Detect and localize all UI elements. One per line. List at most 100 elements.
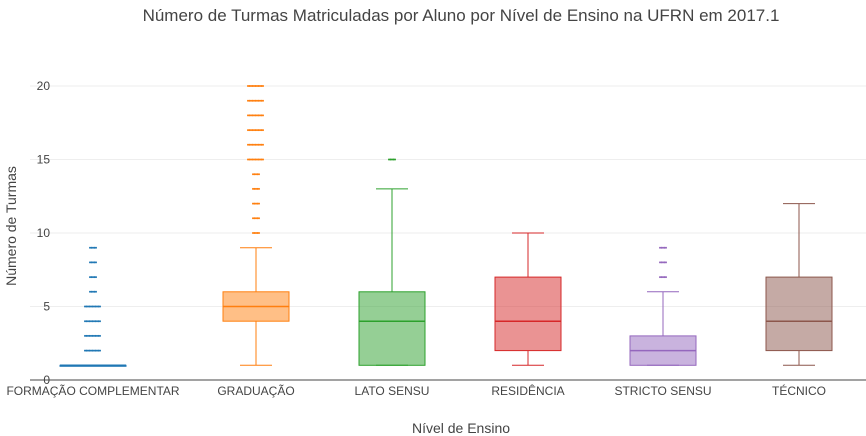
outlier-point bbox=[259, 85, 261, 87]
outlier-point bbox=[392, 158, 395, 161]
outlier-point bbox=[663, 261, 666, 264]
outlier-point bbox=[92, 246, 94, 249]
outlier-point bbox=[659, 261, 661, 264]
outlier-point bbox=[93, 320, 95, 323]
outlier-point bbox=[248, 85, 251, 87]
outlier-point bbox=[97, 349, 100, 352]
outlier-point bbox=[662, 276, 664, 279]
outlier-point bbox=[258, 202, 260, 205]
outlier-point bbox=[659, 276, 661, 279]
outlier-point bbox=[85, 334, 88, 337]
outlier-point bbox=[85, 349, 88, 352]
outlier-point bbox=[96, 320, 98, 323]
outlier-point bbox=[257, 158, 260, 161]
outlier-point bbox=[247, 143, 249, 146]
x-tick-label: LATO SENSU bbox=[355, 384, 430, 398]
outlier-point bbox=[259, 99, 261, 102]
outlier-point bbox=[254, 158, 257, 161]
outlier-point bbox=[91, 305, 94, 308]
outlier-point bbox=[99, 320, 101, 323]
outlier-point bbox=[257, 85, 260, 87]
outlier-point bbox=[262, 129, 264, 132]
outlier-point bbox=[93, 246, 96, 249]
outlier-point bbox=[259, 158, 261, 161]
outlier-point bbox=[90, 349, 92, 352]
outlier-point bbox=[89, 290, 91, 293]
outlier-point bbox=[85, 320, 88, 323]
outlier-point bbox=[255, 232, 257, 234]
outlier-point bbox=[248, 129, 251, 132]
y-tick-label: 15 bbox=[37, 153, 51, 167]
outlier-point bbox=[93, 290, 96, 293]
outlier-point bbox=[84, 349, 86, 352]
outlier-point bbox=[255, 187, 257, 190]
x-axis-label: Nível de Ensino bbox=[412, 420, 510, 436]
outlier-point bbox=[251, 85, 254, 87]
outlier-point bbox=[91, 320, 94, 323]
outlier-point bbox=[93, 261, 96, 264]
outlier-point bbox=[251, 143, 254, 146]
outlier-point bbox=[247, 158, 249, 161]
chart-title: Número de Turmas Matriculadas por Aluno … bbox=[143, 6, 780, 25]
outlier-point bbox=[248, 158, 251, 161]
outlier-point bbox=[247, 85, 249, 87]
outlier-point bbox=[248, 99, 251, 102]
outlier-point bbox=[259, 129, 261, 132]
box-iqr bbox=[765, 276, 833, 352]
outlier-point bbox=[90, 246, 93, 249]
outlier-point bbox=[257, 143, 260, 146]
outlier-point bbox=[99, 305, 101, 308]
outlier-point bbox=[259, 114, 261, 117]
box-0 bbox=[59, 246, 127, 367]
outlier-point bbox=[91, 334, 94, 337]
outlier-point bbox=[97, 320, 100, 323]
y-tick-label: 5 bbox=[43, 300, 50, 314]
outlier-point bbox=[258, 217, 260, 220]
outlier-point bbox=[90, 261, 93, 264]
outlier-point bbox=[257, 129, 260, 132]
outlier-point bbox=[251, 129, 254, 132]
outlier-point bbox=[262, 143, 264, 146]
outlier-point bbox=[660, 276, 663, 279]
outlier-point bbox=[256, 158, 258, 161]
boxes-layer bbox=[59, 85, 833, 367]
outlier-point bbox=[256, 129, 258, 132]
outlier-point bbox=[97, 305, 100, 308]
outlier-point bbox=[94, 349, 97, 352]
outlier-point bbox=[663, 276, 666, 279]
outlier-point bbox=[253, 158, 255, 161]
outlier-point bbox=[662, 261, 664, 264]
outlier-point bbox=[88, 349, 91, 352]
outlier-point bbox=[248, 143, 251, 146]
outlier-point bbox=[90, 334, 92, 337]
outlier-point bbox=[252, 217, 254, 220]
outlier-point bbox=[96, 349, 98, 352]
outlier-point bbox=[253, 85, 255, 87]
outlier-point bbox=[250, 85, 252, 87]
outlier-point bbox=[260, 143, 263, 146]
outlier-point bbox=[256, 202, 259, 205]
outlier-point bbox=[251, 114, 254, 117]
box-3 bbox=[494, 232, 562, 366]
outlier-point bbox=[95, 261, 97, 264]
outlier-point bbox=[251, 99, 254, 102]
outlier-point bbox=[253, 217, 256, 220]
x-tick-label: TÉCNICO bbox=[772, 383, 826, 398]
outlier-point bbox=[262, 114, 264, 117]
outlier-point bbox=[665, 261, 667, 264]
outlier-point bbox=[256, 114, 258, 117]
outlier-point bbox=[92, 276, 94, 279]
outlier-point bbox=[665, 246, 667, 249]
outlier-point bbox=[257, 114, 260, 117]
outlier-point bbox=[260, 158, 263, 161]
outlier-point bbox=[259, 143, 261, 146]
outlier-point bbox=[388, 158, 390, 161]
outlier-point bbox=[92, 290, 94, 293]
outlier-point bbox=[256, 173, 259, 176]
x-tick-label: STRICTO SENSU bbox=[614, 384, 711, 398]
outlier-point bbox=[90, 290, 93, 293]
outlier-point bbox=[665, 276, 667, 279]
outlier-point bbox=[88, 305, 91, 308]
box-5 bbox=[765, 203, 833, 366]
outlier-point bbox=[250, 143, 252, 146]
